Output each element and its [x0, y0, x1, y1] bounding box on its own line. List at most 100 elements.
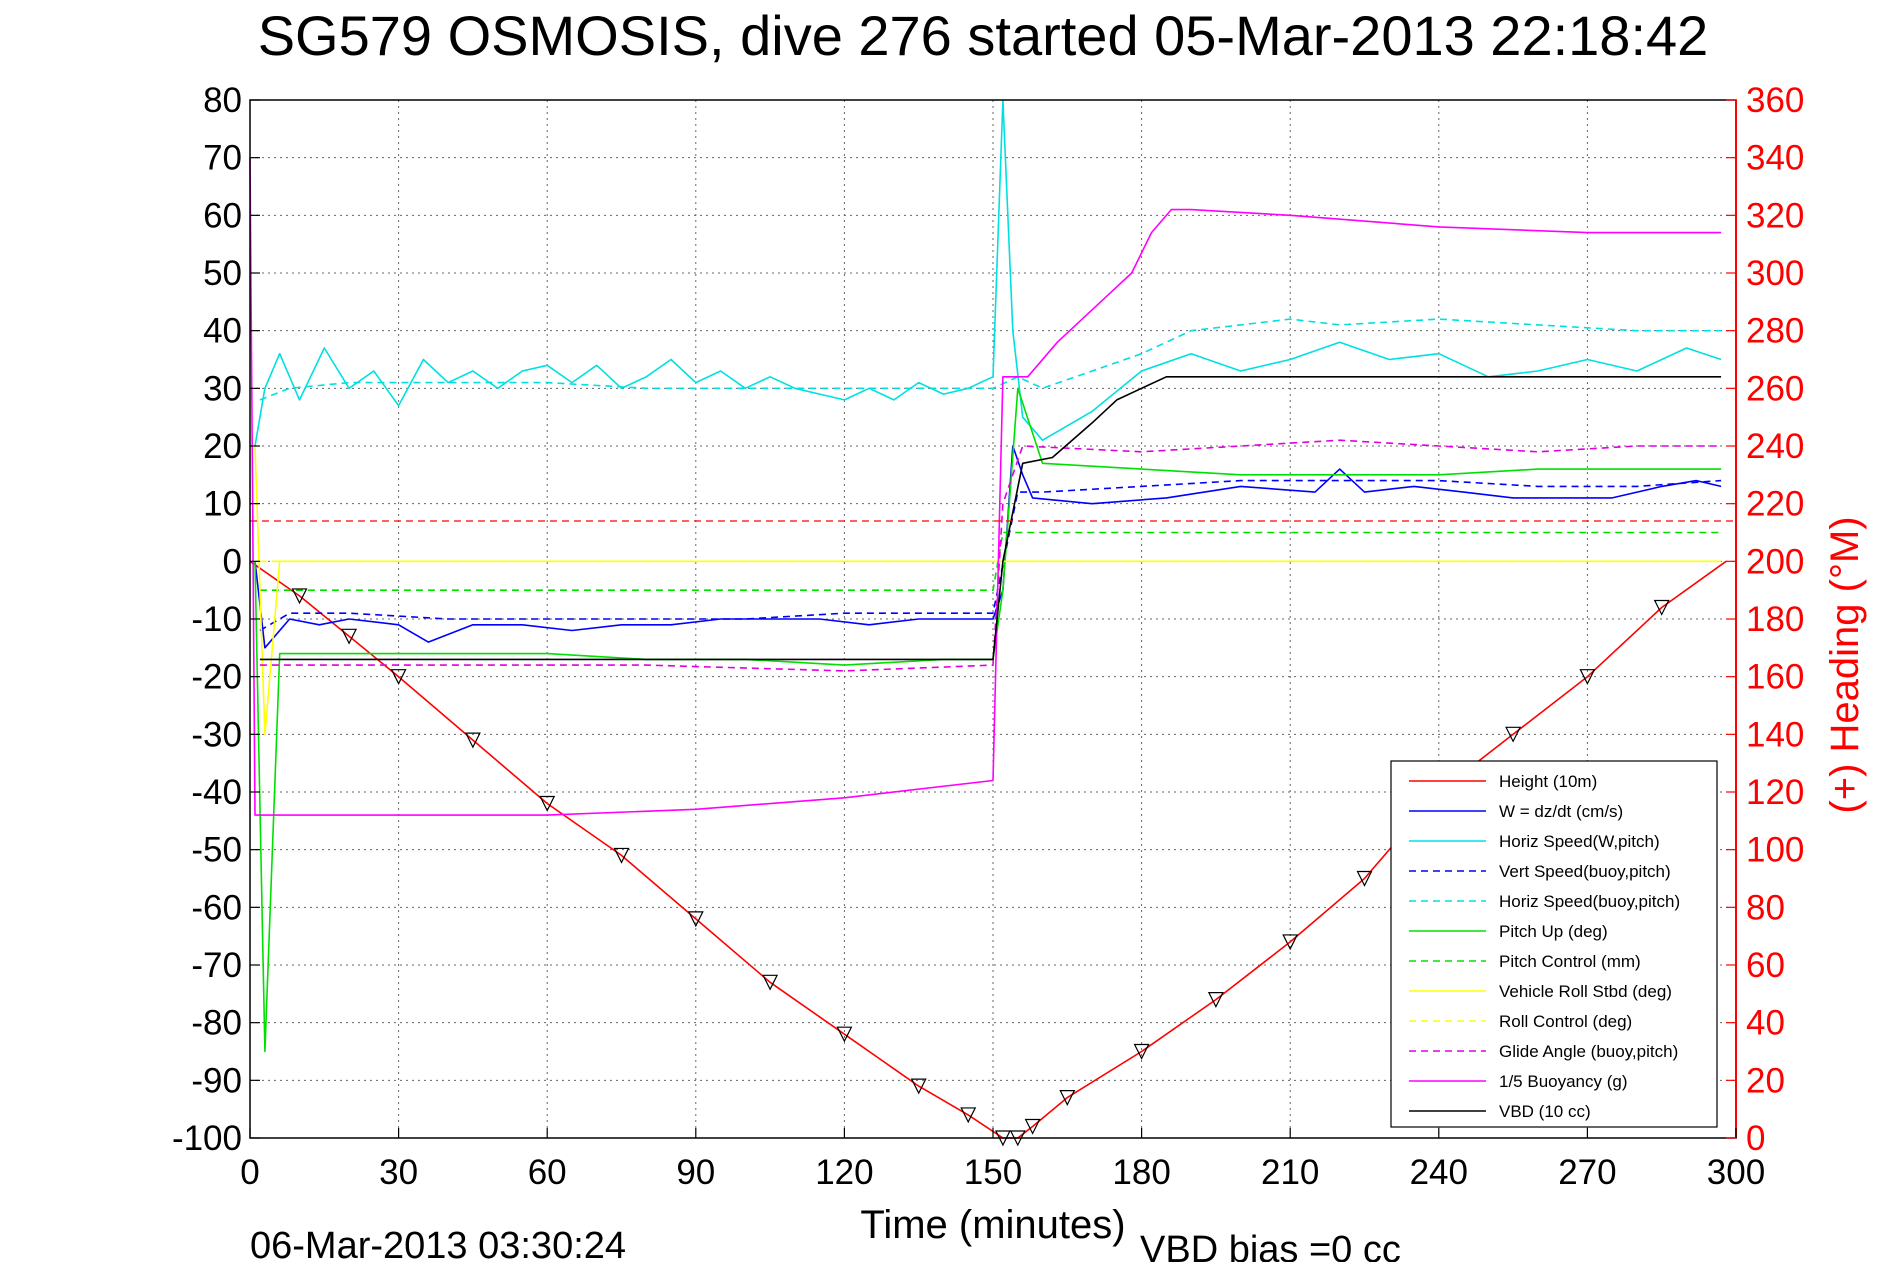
series-line — [259, 375, 1722, 661]
legend-label: Height (10m) — [1499, 772, 1597, 791]
series-line — [259, 479, 1722, 632]
y-tick-label: -30 — [191, 715, 242, 754]
y-tick-label: 10 — [203, 485, 242, 524]
x-tick-label: 240 — [1410, 1153, 1468, 1192]
y-right-tick-label: 40 — [1746, 1004, 1785, 1043]
y-right-tick-label: 0 — [1746, 1119, 1765, 1158]
y-tick-label: 50 — [203, 254, 242, 293]
height-marker — [1505, 726, 1522, 743]
legend: Height (10m) W = dz/dt (cm/s) Horiz Speed(… — [1390, 760, 1718, 1128]
y-tick-label: -10 — [191, 600, 242, 639]
height-marker — [1024, 1118, 1041, 1135]
y-axis-right-label: (+) Heading (°M) — [1823, 516, 1867, 813]
height-markers — [291, 588, 1670, 1147]
footer-timestamp: 06-Mar-2013 03:30:24 — [250, 1225, 626, 1262]
height-marker — [1059, 1090, 1076, 1106]
height-marker — [1207, 992, 1224, 1008]
series-line — [254, 99, 1722, 447]
y-tick-label: 60 — [203, 196, 242, 235]
height-marker — [960, 1107, 977, 1124]
series-layer — [249, 99, 1727, 1139]
x-tick-label: 0 — [240, 1153, 259, 1192]
y-tick-label: 30 — [203, 369, 242, 408]
y-right-tick-label: 220 — [1746, 485, 1804, 524]
height-marker — [613, 847, 630, 864]
height-marker — [762, 974, 779, 991]
y-tick-label: 20 — [203, 427, 242, 466]
height-marker — [836, 1026, 853, 1043]
series-line — [249, 157, 1722, 816]
y-right-tick-label: 20 — [1746, 1061, 1785, 1100]
legend-label: Horiz Speed(W,pitch) — [1499, 832, 1660, 851]
legend-label: Vehicle Roll Stbd (deg) — [1499, 982, 1672, 1001]
height-marker — [1653, 599, 1670, 616]
y-right-tick-label: 200 — [1746, 542, 1804, 581]
y-right-tick-label: 180 — [1746, 600, 1804, 639]
y-right-tick-label: 260 — [1746, 369, 1804, 408]
height-marker — [390, 669, 407, 686]
y-right-tick-label: 100 — [1746, 831, 1804, 870]
y-tick-label: -70 — [191, 946, 242, 985]
x-tick-label: 150 — [964, 1153, 1022, 1192]
y-tick-label: -80 — [191, 1004, 242, 1043]
y-axis-right: 3603403203002802602402202001801601401201… — [1726, 81, 1804, 1158]
y-tick-label: -90 — [191, 1061, 242, 1100]
height-marker — [341, 628, 358, 645]
y-tick-label: -50 — [191, 831, 242, 870]
height-marker — [1133, 1043, 1150, 1060]
x-tick-label: 30 — [379, 1153, 418, 1192]
y-right-tick-label: 240 — [1746, 427, 1804, 466]
y-tick-label: 40 — [203, 312, 242, 351]
height-marker — [687, 911, 704, 928]
y-right-tick-label: 300 — [1746, 254, 1804, 293]
series-line — [259, 531, 1722, 592]
y-right-tick-label: 140 — [1746, 715, 1804, 754]
height-marker — [539, 795, 556, 812]
y-tick-label: 0 — [223, 542, 242, 581]
y-tick-label: -60 — [191, 888, 242, 927]
series-line — [259, 318, 1722, 401]
chart-title: SG579 OSMOSIS, dive 276 started 05-Mar-2… — [258, 4, 1709, 67]
height-marker — [1356, 870, 1373, 887]
x-axis: 0 30 60 90 120 150 180 210 240 270 300 — [240, 1128, 1765, 1192]
legend-label: Pitch Control (mm) — [1499, 952, 1641, 971]
height-marker — [1579, 669, 1596, 686]
legend-label: Pitch Up (deg) — [1499, 922, 1608, 941]
height-marker — [464, 732, 481, 749]
legend-label: VBD (10 cc) — [1499, 1102, 1591, 1121]
y-right-tick-label: 60 — [1746, 946, 1785, 985]
height-marker — [291, 588, 308, 605]
x-tick-label: 300 — [1707, 1153, 1765, 1192]
legend-label: Glide Angle (buoy,pitch) — [1499, 1042, 1678, 1061]
y-right-tick-label: 340 — [1746, 139, 1804, 178]
legend-label: W = dz/dt (cm/s) — [1499, 802, 1623, 821]
y-tick-label: -20 — [191, 658, 242, 697]
series-line — [254, 445, 1722, 649]
legend-label: Vert Speed(buoy,pitch) — [1499, 862, 1671, 881]
height-marker — [910, 1078, 927, 1095]
x-tick-label: 60 — [528, 1153, 567, 1192]
y-right-tick-label: 280 — [1746, 312, 1804, 351]
y-right-tick-label: 320 — [1746, 196, 1804, 235]
y-right-tick-label: 80 — [1746, 888, 1785, 927]
y-tick-label: 70 — [203, 139, 242, 178]
height-marker — [1282, 934, 1299, 951]
legend-box — [1390, 760, 1718, 1128]
y-tick-label: -40 — [191, 773, 242, 812]
y-axis-left: 80 70 60 50 40 30 20 10 0 -10 -20 -30 -40 -50 -60 -70 -8… — [172, 81, 260, 1158]
series-line — [259, 439, 1722, 672]
legend-label: Roll Control (deg) — [1499, 1012, 1632, 1031]
x-tick-label: 120 — [815, 1153, 873, 1192]
x-axis-label: Time (minutes) — [860, 1203, 1125, 1247]
x-tick-label: 210 — [1261, 1153, 1319, 1192]
y-right-tick-label: 120 — [1746, 773, 1804, 812]
y-tick-label: 80 — [203, 81, 242, 120]
legend-label: Horiz Speed(buoy,pitch) — [1499, 892, 1680, 911]
legend-label: 1/5 Buoyancy (g) — [1499, 1072, 1628, 1091]
footer-vbd-bias: VBD bias =0 cc — [1140, 1229, 1401, 1262]
x-tick-label: 90 — [676, 1153, 715, 1192]
y-right-tick-label: 160 — [1746, 658, 1804, 697]
x-tick-label: 270 — [1558, 1153, 1616, 1192]
y-right-tick-label: 360 — [1746, 81, 1804, 120]
